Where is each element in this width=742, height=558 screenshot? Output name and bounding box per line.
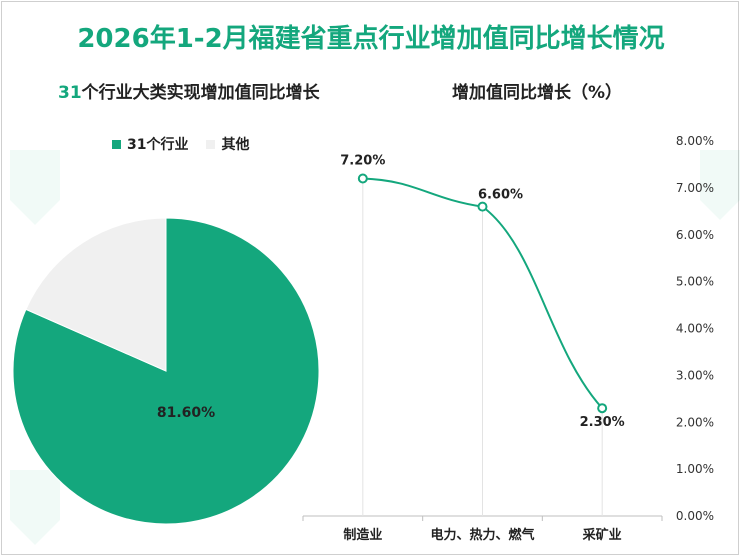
legend-label-industries: 31个行业 — [127, 137, 189, 153]
y-tick-label: 8.00% — [676, 134, 714, 148]
y-tick-label: 1.00% — [676, 462, 714, 476]
line-chart-title: 增加值同比增长（%） — [452, 83, 623, 103]
pie-title-text: 个行业大类实现增加值同比增长 — [81, 83, 320, 103]
y-tick-label: 5.00% — [676, 275, 714, 289]
watermark-logo — [10, 150, 740, 545]
x-tick-label: 制造业 — [343, 527, 382, 543]
pie-title-number: 31 — [58, 83, 82, 103]
y-tick-label: 7.00% — [676, 181, 714, 195]
data-point — [357, 173, 368, 184]
legend-item-other: 其他 — [206, 134, 249, 154]
y-tick-label: 6.00% — [676, 228, 714, 242]
pie-chart: 81.60% — [12, 217, 320, 525]
y-tick-label: 4.00% — [676, 322, 714, 336]
pie-legend: 31个行业 其他 — [112, 134, 249, 154]
legend-swatch-industries — [112, 139, 121, 149]
pie-chart-title: 31个行业大类实现增加值同比增长 — [58, 78, 320, 103]
legend-label-other: 其他 — [221, 137, 250, 153]
pie-slice-1 — [25, 217, 167, 372]
series-line — [362, 177, 603, 409]
x-tick-label: 电力、热力、燃气 — [430, 527, 534, 543]
data-point — [477, 201, 488, 212]
pie-data-label: 81.60% — [157, 405, 215, 421]
data-point — [597, 403, 608, 414]
legend-item-industries: 31个行业 — [112, 134, 188, 154]
x-tick-label: 采矿业 — [582, 527, 622, 543]
data-label: 6.60% — [478, 188, 523, 203]
data-label: 2.30% — [580, 415, 625, 430]
y-tick-label: 2.00% — [676, 415, 714, 429]
y-tick-label: 3.00% — [676, 368, 714, 382]
data-label: 7.20% — [340, 154, 385, 169]
legend-swatch-other — [206, 139, 216, 149]
line-chart: 0.00% 1.00% 2.00% 3.00% 4.00% 5.00% 6.00% 7.00%… — [302, 134, 714, 543]
page-title: 2026年1-2月福建省重点行业增加值同比增长情况 — [77, 24, 665, 54]
y-tick-label: 0.00% — [676, 509, 714, 523]
